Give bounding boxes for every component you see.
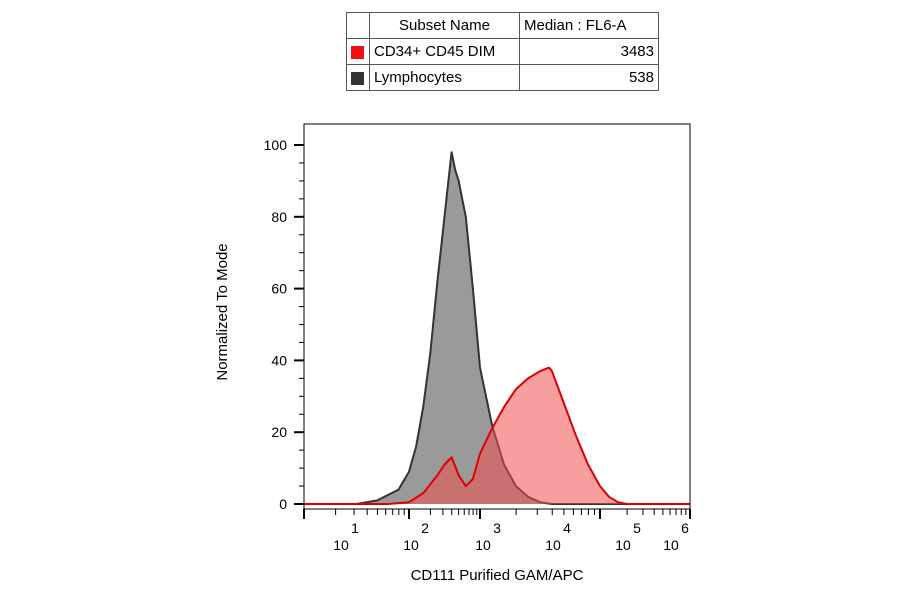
- x-tick-label-4: 10: [545, 537, 561, 553]
- legend-value-lymphocytes: 538: [519, 64, 659, 91]
- y-tick-label-20: 20: [271, 424, 287, 440]
- x-tick-exponent-4: 4: [563, 520, 571, 536]
- legend-name-lymphocytes: Lymphocytes: [369, 64, 520, 91]
- y-axis-label: Normalized To Mode: [214, 243, 231, 380]
- x-tick-exponent-1: 1: [351, 520, 359, 536]
- series-layer: [304, 151, 690, 505]
- legend-row-cd34: CD34+ CD45 DIM 3483: [346, 38, 659, 65]
- x-axis-label: CD111 Purified GAM/APC: [411, 567, 584, 584]
- y-tick-label-100: 100: [264, 137, 288, 153]
- x-tick-label-2: 10: [403, 537, 419, 553]
- x-tick-exponent-5: 5: [633, 520, 641, 536]
- series-fill-cd34-cd45-dim: [304, 367, 690, 504]
- x-tick-exponent-6: 6: [681, 520, 689, 536]
- plot-frame: [303, 123, 691, 510]
- x-tick-label-1: 10: [333, 537, 349, 553]
- legend-value-cd34: 3483: [519, 38, 659, 65]
- x-tick-exponent-2: 2: [421, 520, 429, 536]
- legend-table: Subset Name Median : FL6-A CD34+ CD45 DI…: [346, 12, 659, 91]
- legend-swatch-cd34: [351, 45, 364, 59]
- x-tick-label-3: 10: [475, 537, 491, 553]
- y-tick-label-80: 80: [271, 209, 287, 225]
- series-line-cd34-cd45-dim: [304, 366, 690, 505]
- y-axis: 0 20 40 60 80 100: [264, 137, 304, 512]
- legend-row-lymphocytes: Lymphocytes 538: [346, 64, 659, 91]
- x-tick-label-5: 10: [615, 537, 631, 553]
- x-tick-label-6: 10: [663, 537, 679, 553]
- y-tick-label-40: 40: [271, 352, 287, 368]
- y-tick-label-60: 60: [271, 281, 287, 297]
- y-tick-label-0: 0: [279, 496, 287, 512]
- x-tick-exponent-3: 3: [493, 520, 501, 536]
- legend-swatch-lymphocytes: [351, 71, 364, 85]
